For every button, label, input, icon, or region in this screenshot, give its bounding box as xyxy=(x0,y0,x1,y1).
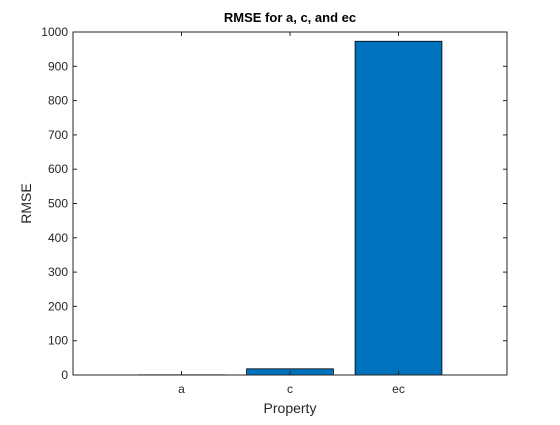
y-tick-label: 700 xyxy=(48,128,68,142)
bar-ec xyxy=(355,41,442,375)
y-tick-label: 1000 xyxy=(41,25,68,39)
y-tick-label: 100 xyxy=(48,334,68,348)
x-tick-label: a xyxy=(178,382,185,396)
y-tick-label: 200 xyxy=(48,299,68,313)
x-axis-label: Property xyxy=(264,400,317,416)
y-tick-label: 300 xyxy=(48,265,68,279)
x-tick-label: c xyxy=(287,382,293,396)
chart-title: RMSE for a, c, and ec xyxy=(224,10,356,25)
y-tick-label: 0 xyxy=(61,368,68,382)
y-tick-label: 900 xyxy=(48,59,68,73)
y-axis-label: RMSE xyxy=(18,183,34,223)
y-tick-label: 600 xyxy=(48,162,68,176)
x-tick-label: ec xyxy=(392,382,405,396)
y-tick-label: 800 xyxy=(48,94,68,108)
y-tick-label: 500 xyxy=(48,197,68,211)
y-tick-label: 400 xyxy=(48,231,68,245)
